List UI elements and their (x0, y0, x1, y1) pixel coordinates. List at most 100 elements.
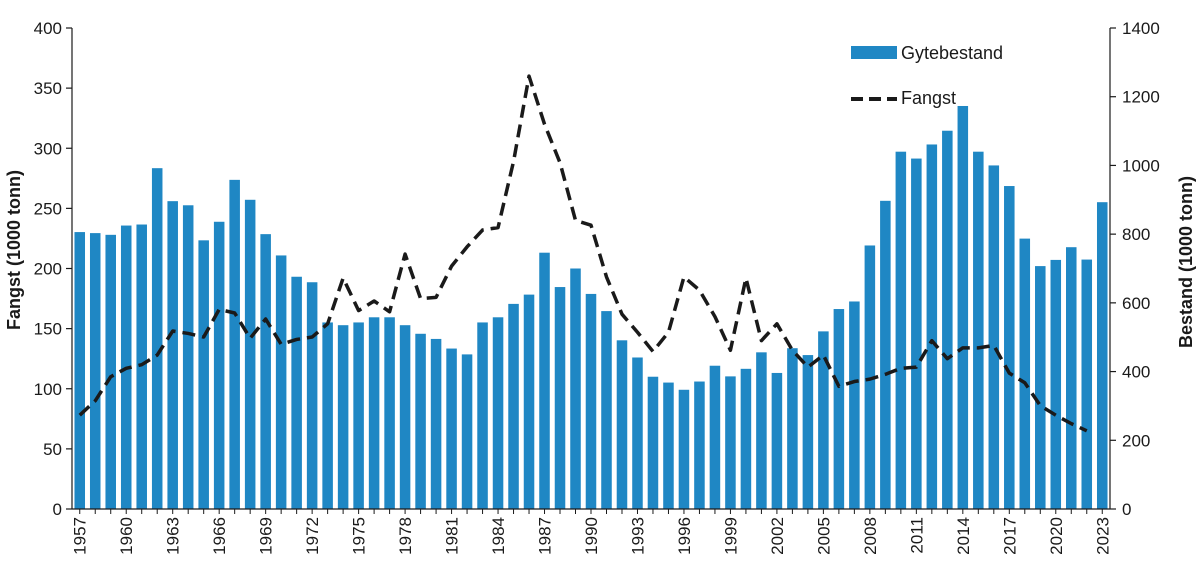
x-tick-label: 2002 (768, 517, 787, 555)
bar-1999 (725, 376, 736, 509)
bar-2016 (988, 165, 1000, 509)
bar-2022 (1081, 259, 1093, 509)
bar-1991 (601, 311, 612, 509)
bar-1963 (167, 201, 178, 509)
bar-2012 (926, 144, 938, 509)
x-tick-label: 2023 (1093, 517, 1112, 555)
right-axis-ticks: 0 200 400 600 800 1000 1200 1400 (1122, 19, 1160, 519)
bar-1988 (554, 287, 566, 509)
bar-2023 (1096, 202, 1108, 509)
left-tick-label: 300 (34, 139, 62, 158)
bar-1977 (384, 317, 395, 509)
bar-1971 (291, 276, 302, 509)
bar-1993 (632, 357, 643, 509)
bar-1964 (182, 205, 194, 509)
bar-1976 (368, 317, 380, 509)
bar-1980 (430, 338, 442, 509)
legend-label-gytebestand: Gytebestand (901, 43, 1003, 63)
right-tick-label: 800 (1122, 225, 1150, 244)
bar-series-gytebestand (74, 105, 1108, 510)
right-tick-label: 600 (1122, 294, 1150, 313)
bar-2003 (787, 348, 798, 509)
right-tick-label: 1400 (1122, 19, 1160, 38)
bar-1987 (539, 252, 550, 509)
left-tick-label: 250 (34, 199, 62, 218)
bar-1989 (570, 268, 581, 509)
bar-1996 (678, 389, 690, 509)
x-tick-label: 2005 (814, 517, 833, 555)
bar-1984 (492, 317, 504, 509)
bar-2001 (756, 352, 767, 509)
x-tick-label: 1990 (582, 517, 601, 555)
fangst-line (78, 74, 1088, 433)
bar-1962 (151, 168, 163, 509)
x-tick-label: 1966 (210, 517, 229, 555)
bar-1965 (198, 240, 209, 509)
x-tick-label: 1993 (628, 517, 647, 555)
left-tick-label: 50 (43, 440, 62, 459)
bar-1981 (446, 348, 457, 509)
right-tick-label: 0 (1122, 500, 1131, 519)
bar-2020 (1050, 259, 1062, 509)
bar-1995 (663, 382, 674, 509)
bar-1978 (399, 325, 411, 509)
x-tick-label: 2020 (1047, 517, 1066, 555)
bar-1974 (337, 325, 349, 509)
x-tick-label: 1960 (117, 517, 136, 555)
bar-2009 (880, 200, 891, 509)
bar-2007 (849, 301, 860, 509)
bar-2017 (1004, 186, 1015, 510)
bar-2005 (818, 331, 829, 509)
bar-1966 (213, 221, 225, 509)
x-axis-ticks: 1957 1960 1963 1966 1969 1972 1975 1978 1981 1984… (71, 517, 1113, 555)
bar-1969 (260, 234, 271, 509)
bar-1973 (322, 322, 333, 509)
x-tick-label: 1987 (536, 517, 555, 555)
bar-1983 (477, 322, 488, 509)
line-series-fangst (78, 74, 1088, 433)
x-tick-label: 1981 (443, 517, 462, 555)
bar-2013 (942, 130, 953, 510)
bar-2015 (973, 151, 984, 509)
bar-1967 (229, 179, 240, 510)
bar-2010 (895, 151, 907, 509)
bar-2002 (771, 372, 783, 509)
x-tick-label: 2008 (861, 517, 880, 555)
right-tick-label: 1200 (1122, 88, 1160, 107)
left-tick-label: 150 (34, 320, 62, 339)
bar-2000 (740, 368, 752, 509)
x-tick-label: 1984 (489, 517, 508, 555)
bar-1982 (461, 354, 473, 509)
right-tick-label: 200 (1122, 431, 1150, 450)
bar-1968 (244, 199, 256, 510)
bar-1979 (415, 333, 426, 509)
bar-2008 (864, 245, 876, 510)
bar-1994 (647, 376, 659, 509)
right-tick-label: 1000 (1122, 156, 1160, 175)
x-tick-label: 1999 (721, 517, 740, 555)
left-tick-label: 200 (34, 260, 62, 279)
bar-2011 (911, 158, 922, 509)
bar-1958 (89, 233, 101, 510)
bar-2006 (833, 309, 845, 509)
legend-swatch-gytebestand (851, 46, 897, 59)
bar-1985 (508, 303, 519, 509)
bar-1986 (523, 294, 535, 509)
x-tick-label: 1969 (257, 517, 276, 555)
bar-2018 (1019, 238, 1031, 510)
axes (66, 27, 1116, 514)
legend-label-fangst: Fangst (901, 88, 956, 108)
x-tick-label: 1957 (71, 517, 90, 555)
bar-2014 (957, 105, 969, 510)
bar-2019 (1035, 266, 1046, 509)
bar-1970 (275, 255, 287, 509)
left-tick-label: 100 (34, 380, 62, 399)
bar-1992 (616, 340, 628, 509)
x-tick-label: 2011 (907, 517, 926, 554)
bar-1959 (105, 234, 116, 509)
x-tick-label: 1996 (675, 517, 694, 555)
x-tick-label: 2017 (1000, 517, 1019, 555)
right-tick-label: 400 (1122, 363, 1150, 382)
x-tick-label: 1963 (164, 517, 183, 555)
